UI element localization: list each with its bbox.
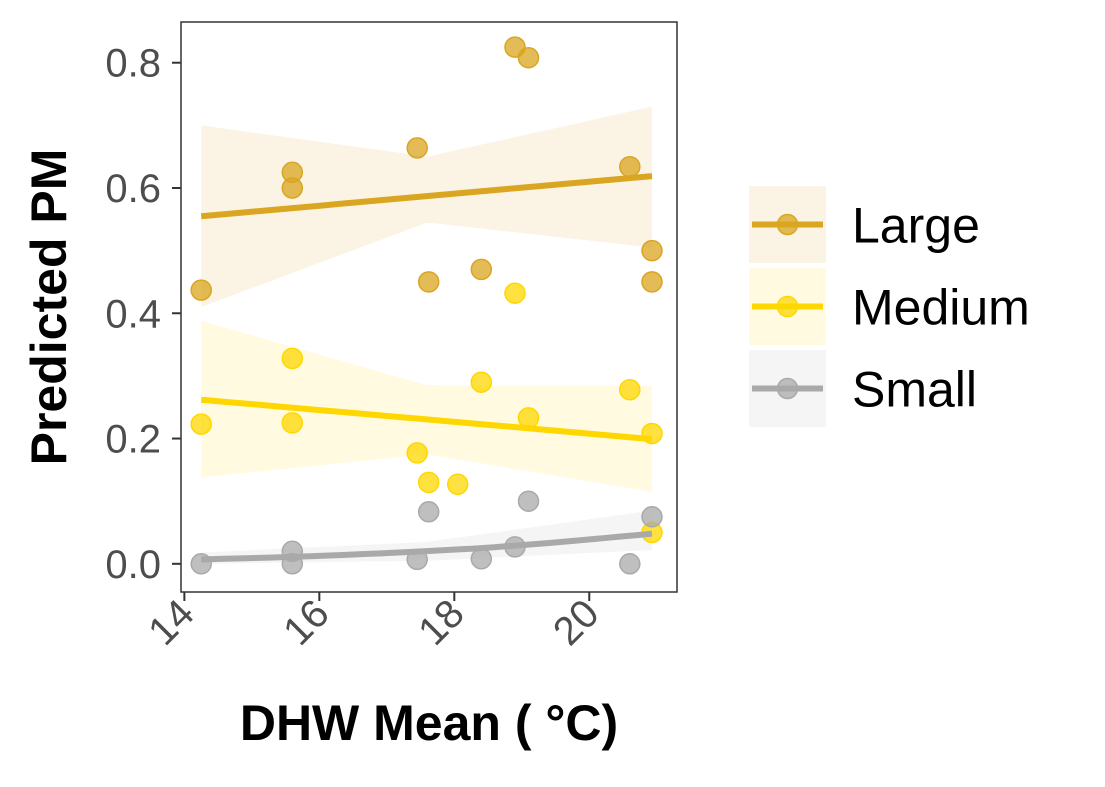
y-tick-label: 0.8: [105, 42, 161, 86]
point-large: [281, 177, 304, 199]
point-small: [641, 506, 663, 528]
point-large: [406, 137, 428, 159]
point-small: [517, 490, 540, 512]
point-small: [470, 548, 493, 570]
legend-label-small: Small: [852, 362, 977, 418]
y-tick-label: 0.6: [105, 167, 161, 211]
point-medium: [446, 473, 469, 496]
ci-band-small: [201, 510, 652, 564]
point-small: [417, 501, 440, 523]
point-medium: [281, 347, 304, 370]
legend-item-large: Large: [749, 186, 980, 263]
x-axis-title: DHW Mean ( °C): [240, 695, 618, 751]
y-tick-label: 0.2: [105, 418, 161, 462]
legend-label-large: Large: [852, 198, 980, 254]
ci-band-medium: [201, 320, 652, 492]
y-axis: 0.0 0.2 0.4 0.6 0.8: [105, 42, 181, 587]
y-tick-label: 0.0: [105, 543, 161, 587]
legend-key-point: [776, 213, 799, 236]
ci-bands: [201, 106, 652, 564]
point-medium: [417, 471, 440, 494]
plot-panel: [180, 21, 678, 593]
y-tick-label: 0.4: [105, 292, 161, 336]
data-points: [190, 36, 663, 575]
fit-line-large: [200, 173, 653, 220]
point-large: [641, 271, 663, 293]
ci-band-large: [201, 106, 652, 307]
point-large: [619, 155, 641, 178]
fit-lines: [200, 173, 653, 563]
point-medium: [190, 413, 212, 435]
point-medium: [470, 371, 493, 393]
point-large: [417, 271, 440, 293]
y-axis-title: Predicted PM: [21, 149, 77, 466]
plot-panel-border: [180, 21, 678, 593]
point-medium: [504, 282, 526, 304]
legend-item-medium: Medium: [749, 268, 1030, 345]
fit-line-medium: [200, 396, 653, 443]
legend-item-small: Small: [749, 350, 977, 427]
point-large: [641, 239, 663, 262]
point-medium: [406, 442, 428, 464]
plot-panel-background: [181, 22, 677, 592]
point-large: [190, 279, 212, 301]
legend-label-medium: Medium: [852, 280, 1030, 336]
point-medium: [619, 378, 641, 401]
legend: Large Medium Small: [749, 186, 1030, 427]
legend-key-point: [776, 377, 799, 400]
fit-line-small: [201, 530, 653, 563]
point-small: [619, 553, 641, 575]
point-medium: [281, 412, 304, 434]
legend-key-point: [776, 295, 799, 318]
point-large: [470, 258, 493, 281]
point-large: [517, 46, 540, 69]
